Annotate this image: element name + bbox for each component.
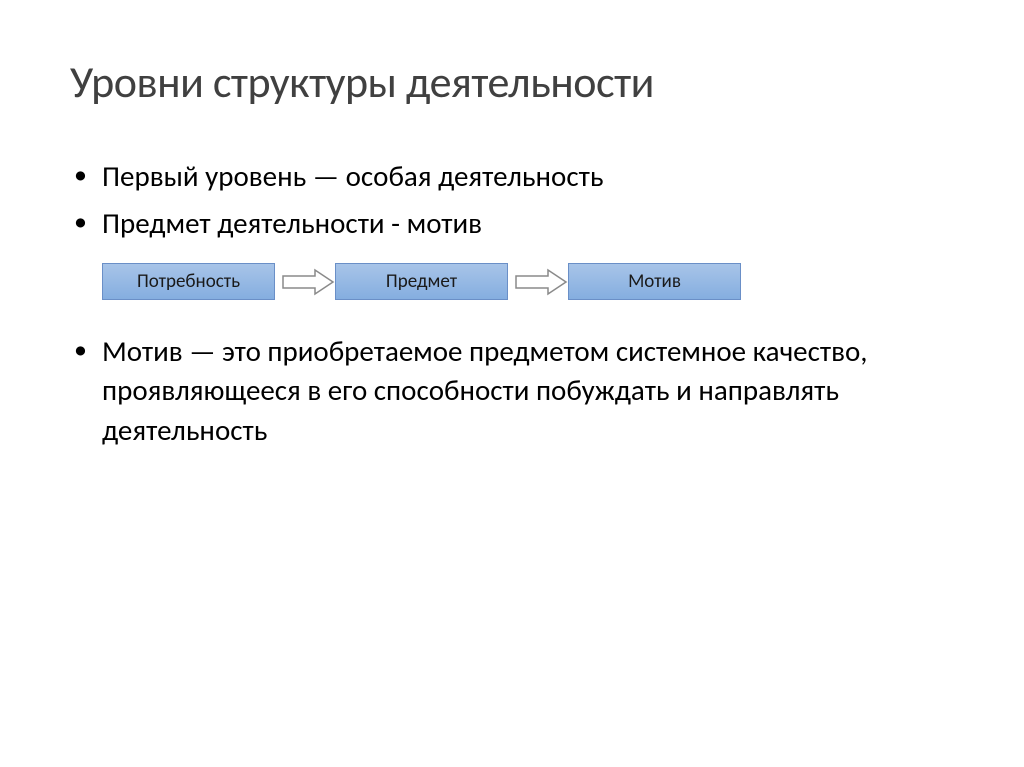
arrow-icon xyxy=(514,266,570,298)
bullet-item: Мотив — это приобретаемое предметом сист… xyxy=(102,332,954,449)
bullet-item: Предмет деятельности - мотив xyxy=(102,204,954,243)
bullet-item: Первый уровень — особая деятельность xyxy=(102,157,954,196)
flow-node-object: Предмет xyxy=(335,263,508,300)
bullet-list: Мотив — это приобретаемое предметом сист… xyxy=(70,332,954,449)
arrow-icon xyxy=(281,266,337,298)
flow-node-motive: Мотив xyxy=(568,263,741,300)
flowchart: Потребность Предмет Мотив xyxy=(102,263,954,300)
page-title: Уровни структуры деятельности xyxy=(70,55,954,109)
flow-node-need: Потребность xyxy=(102,263,275,300)
bullet-list: Первый уровень — особая деятельность Пре… xyxy=(70,157,954,243)
